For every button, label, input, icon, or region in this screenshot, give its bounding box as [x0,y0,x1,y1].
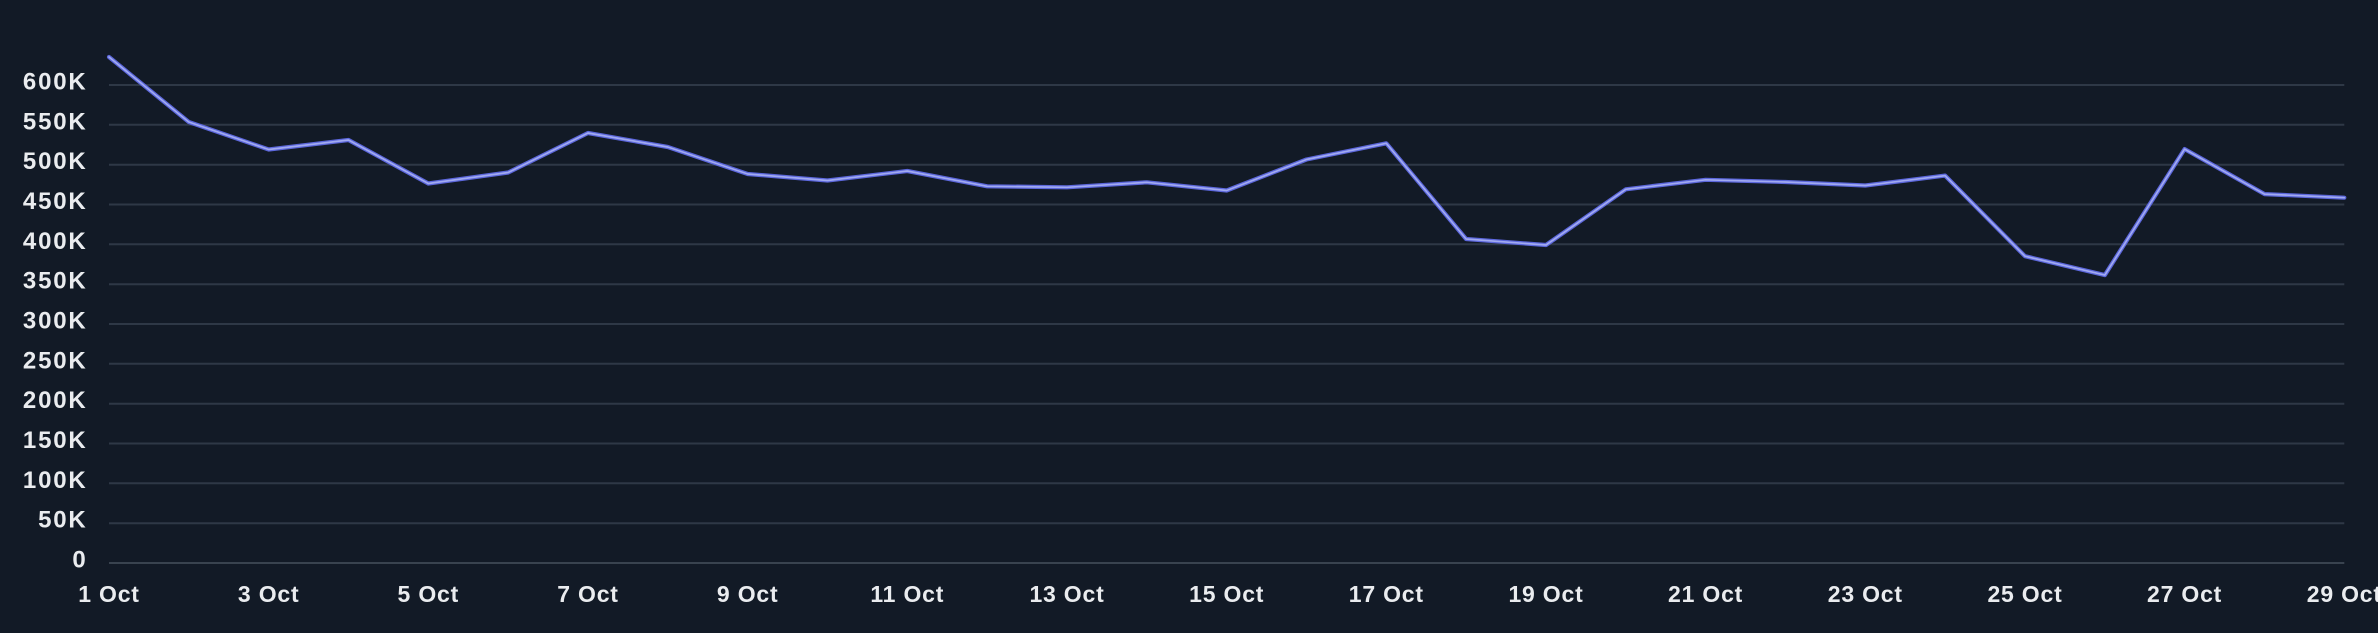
svg-text:350K: 350K [23,268,88,295]
svg-text:23 Oct: 23 Oct [1828,581,1903,607]
svg-text:29 Oct: 29 Oct [2307,581,2378,607]
svg-text:21 Oct: 21 Oct [1668,581,1743,607]
svg-text:15 Oct: 15 Oct [1189,581,1264,607]
svg-text:300K: 300K [23,308,88,335]
svg-text:50K: 50K [38,507,87,534]
svg-text:450K: 450K [23,188,88,215]
svg-text:600K: 600K [23,69,88,96]
svg-text:550K: 550K [23,108,88,135]
svg-text:100K: 100K [23,467,88,494]
svg-text:11 Oct: 11 Oct [870,581,944,607]
svg-text:27 Oct: 27 Oct [2147,581,2222,607]
svg-text:200K: 200K [23,387,88,414]
svg-text:0: 0 [72,547,87,574]
svg-text:400K: 400K [23,228,88,255]
svg-text:17 Oct: 17 Oct [1349,581,1424,607]
svg-text:9 Oct: 9 Oct [717,581,779,607]
svg-text:25 Oct: 25 Oct [1987,581,2062,607]
svg-text:1 Oct: 1 Oct [78,581,140,607]
svg-text:3 Oct: 3 Oct [238,581,300,607]
svg-text:250K: 250K [23,347,88,374]
svg-text:13 Oct: 13 Oct [1029,581,1104,607]
svg-text:500K: 500K [23,148,88,175]
svg-text:5 Oct: 5 Oct [398,581,460,607]
svg-text:19 Oct: 19 Oct [1508,581,1583,607]
svg-text:7 Oct: 7 Oct [557,581,619,607]
svg-text:150K: 150K [23,427,88,454]
